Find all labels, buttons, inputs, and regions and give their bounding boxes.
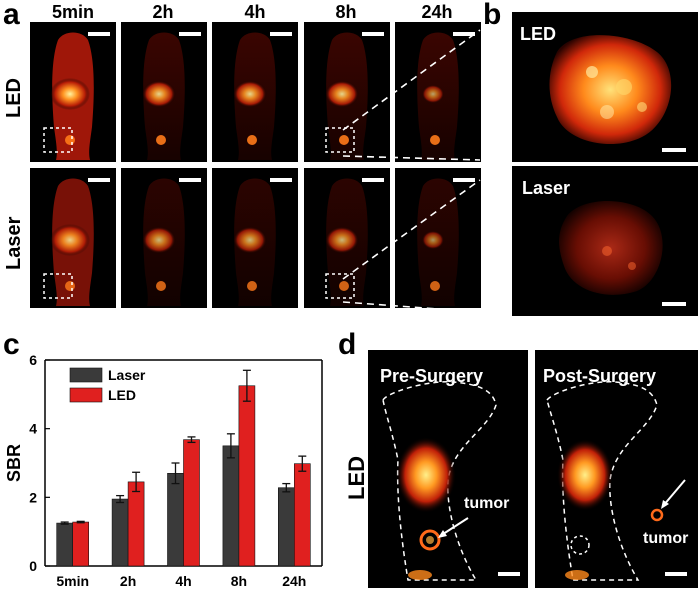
scale-bar [662,302,686,306]
bar-laser [222,445,240,567]
y-tick-label: 6 [29,352,37,368]
scale-bar [88,178,110,182]
scale-bar [498,572,520,576]
bar-laser [56,522,74,567]
tumor-label-pre: tumor [464,495,510,512]
x-tick-label: 2h [120,573,136,589]
panel-d-row-label: LED [344,456,369,500]
zoom-image-laser: Laser [512,166,698,316]
x-tick-label: 5min [56,573,89,589]
panel-label-a: a [3,0,20,31]
fluorescence-tile [30,168,116,308]
fluorescence-tile [30,22,116,162]
sbr-bar-chart: 0 2 4 6 SBR 5min 2h 4h 8h 24h Laser LED [4,352,323,589]
time-label-4h: 4h [244,2,266,22]
time-label-8h: 8h [335,2,357,22]
tumor-label-post: tumor [643,530,689,547]
time-label-2h: 2h [152,2,174,22]
fluorescence-tile [395,168,481,308]
scale-bar [453,32,475,36]
bar-led [72,521,89,567]
scale-bar [88,32,110,36]
scale-bar [665,572,687,576]
fluorescence-tile [304,168,390,308]
scale-bar [270,32,292,36]
scale-bar [270,178,292,182]
x-tick-label: 4h [175,573,191,589]
post-surgery-title: Post-Surgery [543,366,657,386]
pre-surgery-title: Pre-Surgery [380,366,484,386]
fluorescence-tile [121,22,207,162]
pre-surgery-image: Pre-Surgery tumor [368,350,528,588]
bar-led [127,481,145,567]
y-tick-label: 4 [29,421,37,437]
bar-laser [277,487,295,567]
legend-swatch-laser [69,367,103,383]
fluorescence-tile [121,168,207,308]
panel-label-d: d [338,328,357,361]
scale-bar [362,32,384,36]
x-tick-label: 24h [282,573,306,589]
y-tick-label: 2 [29,489,37,505]
scale-bar [179,178,201,182]
bar-led [183,439,200,567]
legend-label-led: LED [108,387,136,403]
bar-laser [167,473,184,567]
time-label-5min: 5min [51,2,94,22]
time-label-24h: 24h [421,2,453,22]
scale-bar [662,148,686,152]
bar-laser [111,498,129,567]
fluorescence-tile [212,22,298,162]
x-tick-label: 8h [231,573,247,589]
scale-bar [179,32,201,36]
y-axis-label: SBR [4,444,24,482]
zoom-label-laser: Laser [522,178,571,198]
scale-bar [362,178,384,182]
zoom-label-led: LED [520,24,556,44]
legend-label-laser: Laser [108,367,146,383]
bar-led [293,463,311,567]
bar-led [238,385,256,567]
fluorescence-tile [212,168,298,308]
zoom-image-led: LED [512,12,698,162]
panel-label-b: b [483,0,502,31]
post-surgery-image: Post-Surgery tumor [535,350,698,588]
legend-swatch-led [69,387,103,403]
scale-bar [453,178,475,182]
panel-label-c: c [3,328,20,361]
fluorescence-tile [395,22,481,162]
y-tick-label: 0 [29,558,37,574]
fluorescence-tile [304,22,390,162]
